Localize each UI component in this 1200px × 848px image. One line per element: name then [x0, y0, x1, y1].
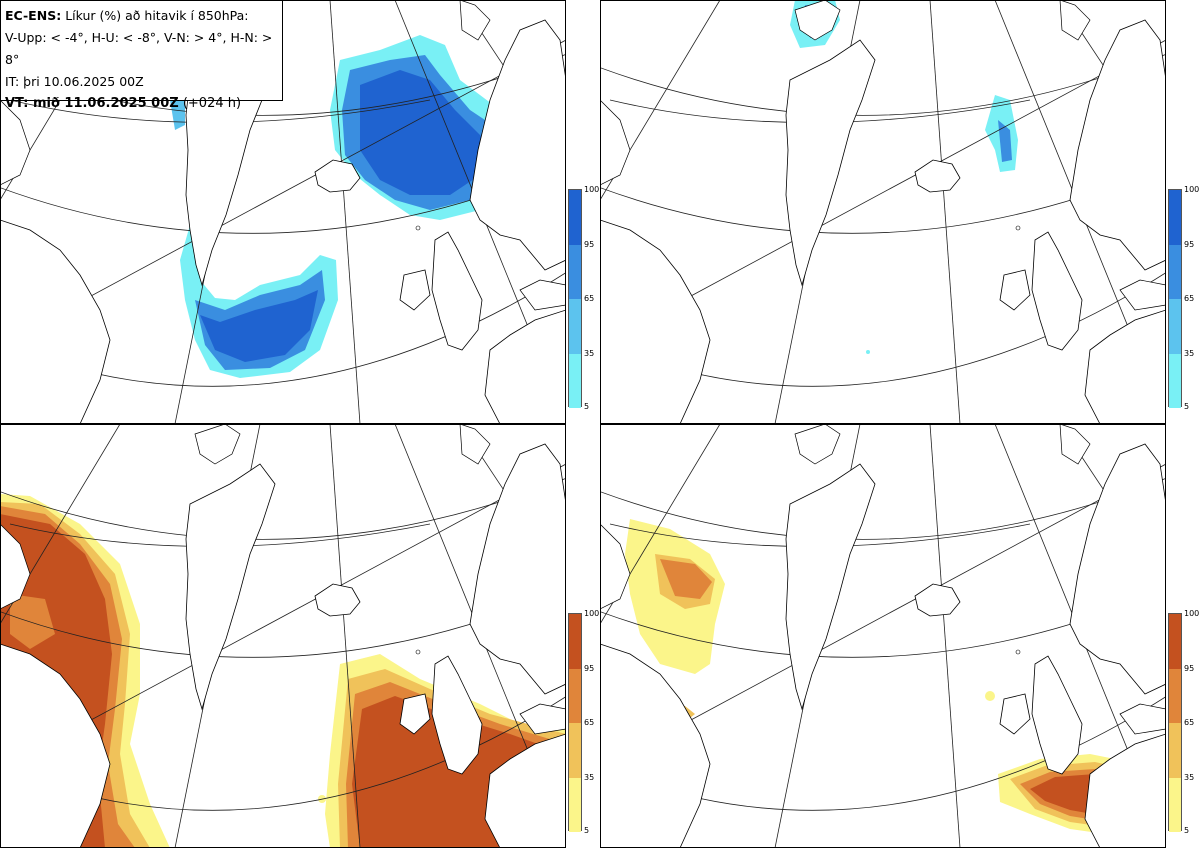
valid-time: VT: mið 11.06.2025 00Z — [5, 96, 179, 111]
tick-95: 95 — [584, 664, 595, 673]
tick-65: 65 — [1184, 294, 1195, 303]
tick-95: 95 — [1184, 664, 1195, 673]
map-bottom-right — [600, 424, 1166, 848]
tick-100: 100 — [1184, 185, 1200, 194]
tick-35: 35 — [1184, 349, 1195, 358]
tick-95: 95 — [1184, 240, 1195, 249]
map-panel-bottom-left — [0, 424, 566, 848]
tick-35: 35 — [1184, 773, 1195, 782]
tick-65: 65 — [1184, 718, 1195, 727]
tick-5: 5 — [584, 826, 590, 835]
tick-95: 95 — [584, 240, 595, 249]
tick-100: 100 — [584, 609, 600, 618]
lead-time: (+024 h) — [182, 96, 242, 111]
tick-35: 35 — [584, 349, 595, 358]
map-bottom-left — [0, 424, 566, 848]
tick-5: 5 — [1184, 826, 1190, 835]
model-label: EC-ENS: — [5, 8, 62, 23]
map-top-left — [0, 0, 566, 424]
map-panel-top-left: EC-ENS: Líkur (%) að hitavik í 850hPa: V… — [0, 0, 566, 424]
map-panel-top-right — [600, 0, 1166, 424]
map-info-box: EC-ENS: Líkur (%) að hitavik í 850hPa: V… — [0, 0, 283, 111]
tick-100: 100 — [584, 185, 600, 194]
tick-5: 5 — [584, 402, 590, 411]
threshold-text: V-Upp: < -4°, H-U: < -8°, V-N: > 4°, H-N… — [5, 30, 273, 67]
map-panel-bottom-right — [600, 424, 1166, 848]
tick-100: 100 — [1184, 609, 1200, 618]
init-time: IT: þri 10.06.2025 00Z — [5, 74, 144, 89]
tick-35: 35 — [584, 773, 595, 782]
tick-65: 65 — [584, 294, 595, 303]
tick-65: 65 — [584, 718, 595, 727]
map-top-right — [600, 0, 1166, 424]
title-text: Líkur (%) að hitavik í 850hPa: — [65, 8, 249, 23]
tick-5: 5 — [1184, 402, 1190, 411]
